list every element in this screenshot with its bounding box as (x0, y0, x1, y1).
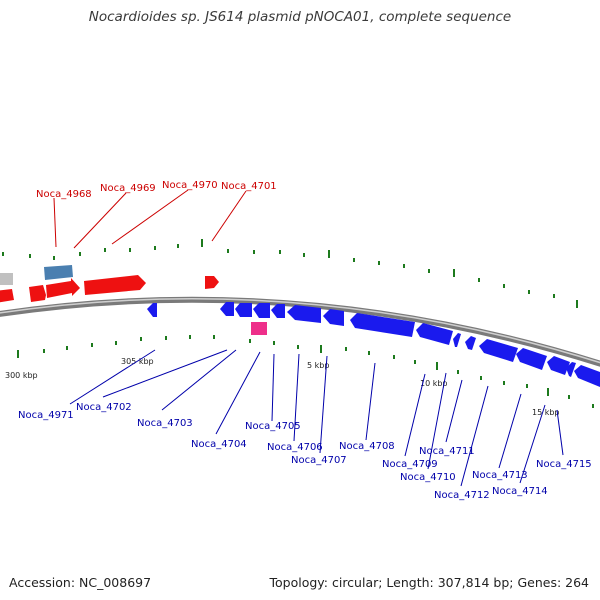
gene-label-forward[interactable]: Noca_4701 (221, 181, 277, 192)
gene-label-reverse[interactable]: Noca_4706 (267, 442, 323, 453)
label-leader (271, 353, 275, 422)
gene-reverse[interactable] (574, 365, 600, 387)
gene-label-reverse[interactable]: Noca_4971 (18, 410, 74, 421)
label-leader (211, 190, 247, 242)
gene-forward[interactable] (46, 278, 80, 298)
topology-text: Topology: circular; Length: 307,814 bp; … (269, 575, 590, 590)
gene-reverse[interactable] (220, 302, 234, 316)
gene-forward[interactable] (84, 275, 146, 295)
gene-reverse[interactable] (547, 356, 570, 375)
label-leader (365, 362, 376, 441)
scale-label: 5 kbp (307, 361, 329, 370)
gene-reverse[interactable] (287, 305, 321, 323)
label-leader (319, 355, 328, 454)
gene-label-reverse[interactable]: Noca_4715 (536, 459, 592, 470)
label-leader (460, 385, 489, 487)
label-leader (215, 351, 261, 435)
scale-label: 10 kbp (420, 379, 448, 388)
gene-forward[interactable] (29, 285, 46, 302)
label-leader (53, 197, 57, 248)
gene-forward[interactable] (0, 289, 14, 303)
gene-grey[interactable] (0, 273, 13, 285)
accession-text: Accession: NC_008697 (9, 575, 152, 590)
gene-label-forward[interactable]: Noca_4970 (162, 180, 218, 191)
label-leader (445, 379, 463, 443)
scale-label: 15 kbp (532, 408, 560, 417)
inner-tick-marks (17, 335, 594, 408)
gene-reverse[interactable] (465, 336, 476, 350)
label-leader (519, 404, 546, 484)
label-leader (293, 353, 300, 442)
label-leader (498, 393, 522, 469)
label-leader (404, 373, 426, 457)
reverse-genes (147, 302, 600, 387)
backbone-ring-highlight (0, 298, 600, 364)
forward-genes (0, 265, 219, 303)
gene-label-reverse[interactable]: Noca_4714 (492, 486, 548, 497)
gene-reverse[interactable] (235, 303, 252, 317)
gene-reverse[interactable] (271, 304, 285, 318)
label-leader (102, 349, 228, 398)
map-title: Nocardioides sp. JS614 plasmid pNOCA01, … (88, 9, 512, 25)
gene-label-reverse[interactable]: Noca_4703 (137, 418, 193, 429)
gene-reverse[interactable] (516, 348, 547, 370)
gene-rna[interactable] (44, 265, 73, 280)
label-leader (69, 349, 156, 405)
gene-reverse[interactable] (416, 323, 453, 345)
gene-label-reverse[interactable]: Noca_4708 (339, 441, 395, 452)
gene-reverse[interactable] (350, 313, 415, 337)
gene-reverse[interactable] (479, 339, 518, 362)
gene-reverse[interactable] (566, 362, 576, 377)
label-leader (161, 349, 237, 411)
gene-label-forward[interactable]: Noca_4968 (36, 189, 92, 200)
label-leader (427, 372, 447, 470)
gene-label-reverse[interactable]: Noca_4704 (191, 439, 247, 450)
label-leader (111, 189, 189, 245)
gene-label-reverse[interactable]: Noca_4711 (419, 446, 475, 457)
gene-reverse[interactable] (147, 303, 157, 317)
gene-label-reverse[interactable]: Noca_4709 (382, 459, 438, 470)
outer-tick-marks (2, 239, 578, 308)
gene-label-reverse[interactable]: Noca_4705 (245, 421, 301, 432)
gene-reverse[interactable] (453, 333, 461, 347)
forward-label-leaders: Noca_4968 Noca_4969 Noca_4970 Noca_4701 (36, 180, 277, 249)
gene-label-reverse[interactable]: Noca_4713 (472, 470, 528, 481)
gene-label-forward[interactable]: Noca_4969 (100, 183, 156, 194)
gene-label-reverse[interactable]: Noca_4707 (291, 455, 347, 466)
gene-label-reverse[interactable]: Noca_4712 (434, 490, 490, 501)
gene-reverse[interactable] (253, 303, 270, 318)
gene-label-reverse[interactable]: Noca_4710 (400, 472, 456, 483)
label-leader (556, 409, 564, 456)
gene-forward[interactable] (205, 276, 219, 289)
scale-label: 300 kbp (5, 371, 38, 380)
label-leader (73, 192, 127, 249)
backbone-ring (0, 296, 600, 367)
gene-pseudo[interactable] (251, 322, 267, 335)
gene-label-reverse[interactable]: Noca_4702 (76, 402, 132, 413)
gene-reverse[interactable] (323, 309, 344, 326)
